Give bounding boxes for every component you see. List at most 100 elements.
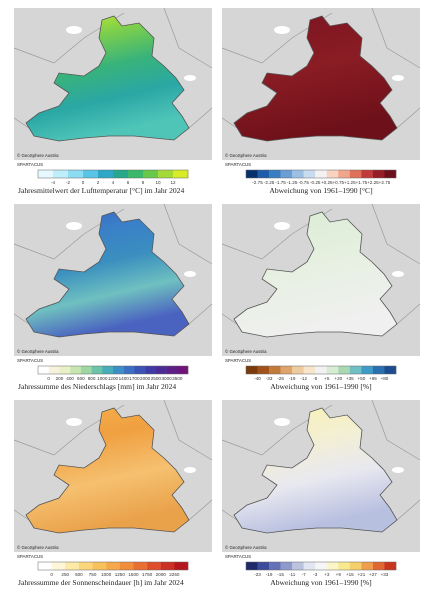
colorbar-segment: [361, 170, 374, 178]
colorbar-frame: [37, 365, 189, 375]
colorbar-segment: [78, 562, 93, 570]
colorbar-segment: [128, 170, 144, 178]
colorbar-segment: [361, 366, 374, 374]
colorbar-segment: [303, 562, 316, 570]
caption: Jahressumme der Sonnenscheindauer [h] im…: [18, 578, 184, 587]
colorbar-label: -15: [277, 572, 284, 577]
colorbar-label: 1000: [97, 376, 108, 381]
colorbar-segment: [315, 366, 327, 374]
colorbar-label: 2000: [156, 572, 167, 577]
colorbar-label: 6: [127, 180, 130, 185]
lake: [184, 271, 196, 277]
colorbar-segment: [326, 170, 339, 178]
colorbar-segment: [269, 366, 281, 374]
colorbar-segment: [372, 170, 385, 178]
colorbar-label: 2500: [151, 376, 162, 381]
colorbar-segment: [174, 562, 189, 570]
caption: Abweichung von 1961–1990 [°C]: [269, 186, 372, 195]
colorbar-segment: [280, 366, 293, 374]
colorbar-label: -33: [266, 376, 273, 381]
colorbar-segment: [133, 562, 148, 570]
colorbar-label: 800: [88, 376, 96, 381]
colorbar-segment: [246, 366, 258, 374]
colorbar-segment: [257, 170, 270, 178]
colorbar-label: 12: [170, 180, 176, 185]
colorbar-label: -1.25: [287, 180, 298, 185]
colorbar-segment: [292, 170, 304, 178]
colorbar-label: -7: [302, 572, 307, 577]
colorbar-segment: [173, 170, 189, 178]
colorbar-label: +2.75: [379, 180, 391, 185]
colorbar-label: -23: [254, 572, 261, 577]
map-panel: © GeoSphere Austria SPARTACUS -40 -33 -26 -19…: [221, 203, 421, 391]
colorbar-segment: [338, 562, 351, 570]
colorbar-label: -1.75: [275, 180, 286, 185]
colorbar-label: -2.25: [264, 180, 275, 185]
lake: [66, 26, 82, 34]
colorbar-segment: [303, 170, 316, 178]
colorbar-segment: [269, 562, 281, 570]
colorbar-label: -40: [254, 376, 261, 381]
colorbar-label: +33: [381, 572, 389, 577]
colorbar-label: +80: [381, 376, 389, 381]
border-line: [13, 203, 213, 325]
colorbar-segment: [349, 562, 362, 570]
colorbar-segment: [113, 366, 124, 374]
colorbar-segment: [315, 170, 327, 178]
colorbar-segment: [349, 170, 362, 178]
colorbar-segment: [372, 366, 385, 374]
colorbar-segment: [38, 562, 52, 570]
colorbar-segment: [65, 562, 80, 570]
colorbar-label: 0: [47, 376, 50, 381]
colorbar-segment: [166, 366, 178, 374]
colorbar-label: 2: [97, 180, 100, 185]
colorbar-label: +27: [369, 572, 377, 577]
colorbar-segment: [68, 170, 84, 178]
colorbar-label: -26: [277, 376, 284, 381]
colorbar-segment: [338, 366, 351, 374]
credit: © GeoSphere Austria: [17, 153, 59, 158]
colorbar-label: 1400: [119, 376, 130, 381]
map-panel: © GeoSphere Austria SPARTACUS -23 -19 -15 -11…: [221, 399, 421, 587]
border-line: [13, 399, 213, 521]
colorbar-label: 0: [82, 180, 85, 185]
colorbar-segment: [257, 562, 270, 570]
source: SPARTACUS: [225, 358, 251, 363]
colorbar-segment: [102, 366, 114, 374]
colorbar-segment: [326, 562, 339, 570]
colorbar-label: +9: [336, 572, 342, 577]
colorbar-segment: [160, 562, 175, 570]
colorbar-label: -12: [300, 376, 307, 381]
colorbar-label: 1000: [101, 572, 112, 577]
colorbar-label: 750: [89, 572, 97, 577]
colorbar-label: 250: [61, 572, 69, 577]
lake: [66, 222, 82, 230]
colorbar-frame: [245, 365, 397, 375]
colorbar-segment: [134, 366, 146, 374]
lake: [184, 467, 196, 473]
lake: [392, 75, 404, 81]
colorbar-label: +50: [357, 376, 365, 381]
colorbar-label: +2.25: [367, 180, 379, 185]
colorbar-label: 1750: [142, 572, 153, 577]
border-line: [221, 399, 421, 521]
source: SPARTACUS: [225, 554, 251, 559]
colorbar-segment: [123, 366, 135, 374]
lake: [274, 222, 290, 230]
colorbar-segment: [92, 562, 107, 570]
source: SPARTACUS: [17, 554, 43, 559]
colorbar-label: 1500: [128, 572, 139, 577]
colorbar-label: -11: [289, 572, 296, 577]
source: SPARTACUS: [225, 162, 251, 167]
colorbar-label: 2000: [140, 376, 151, 381]
colorbar-segment: [384, 366, 397, 374]
source: SPARTACUS: [17, 162, 43, 167]
colorbar-label: 400: [66, 376, 74, 381]
colorbar-label: -0.25: [310, 180, 321, 185]
colorbar-label: +65: [369, 376, 377, 381]
credit: © GeoSphere Austria: [225, 349, 267, 354]
colorbar-label: -3: [313, 572, 318, 577]
colorbar-label: +1.25: [344, 180, 356, 185]
colorbar-segment: [246, 562, 258, 570]
